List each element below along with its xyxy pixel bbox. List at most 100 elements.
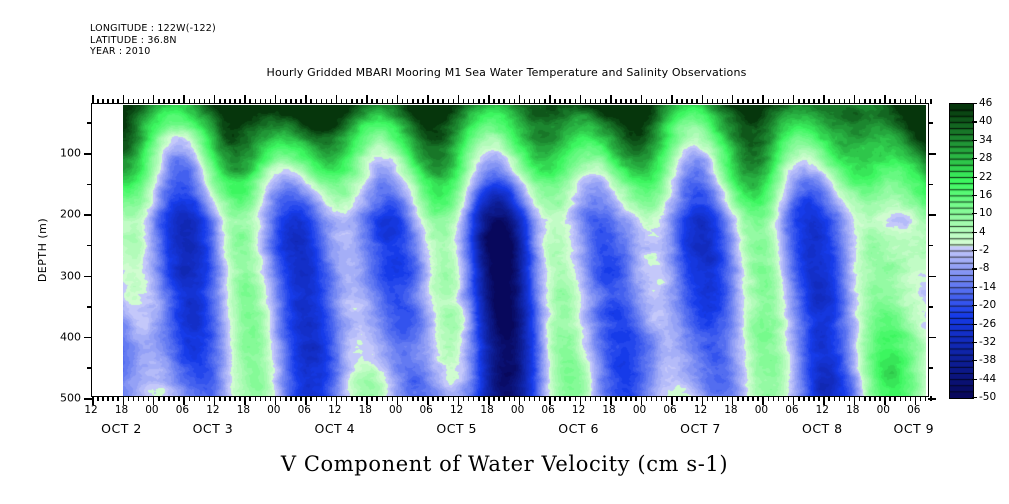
x-axis-minor-tick — [930, 99, 932, 104]
x-axis-minor-tick — [767, 396, 769, 401]
colorbar-tick — [972, 397, 977, 399]
x-axis-major-tick — [396, 95, 399, 104]
x-axis-minor-tick — [406, 396, 409, 401]
x-axis-minor-tick — [777, 396, 780, 401]
x-axis-minor-tick — [376, 396, 378, 401]
x-axis-minor-tick — [538, 99, 541, 104]
page-title: Hourly Gridded MBARI Mooring M1 Sea Wate… — [0, 66, 1009, 79]
x-axis-minor-tick — [574, 99, 576, 104]
x-axis-hour-label: 00 — [632, 404, 647, 416]
y-axis-minor-tick — [928, 244, 933, 247]
x-axis-minor-tick — [142, 396, 145, 401]
x-axis-minor-tick — [168, 396, 170, 401]
x-axis-minor-tick — [584, 396, 587, 401]
x-axis-minor-tick — [259, 99, 262, 104]
x-axis-minor-tick — [909, 396, 912, 401]
x-axis-minor-tick — [178, 99, 180, 104]
x-axis-major-tick — [183, 95, 185, 104]
x-axis-minor-tick — [787, 99, 790, 104]
colorbar-tick — [972, 286, 977, 288]
x-axis-hour-label: 12 — [571, 404, 586, 416]
x-axis-minor-tick — [503, 396, 505, 401]
x-axis-hour-label: 06 — [297, 404, 311, 416]
x-axis-minor-tick — [681, 396, 683, 401]
x-axis-minor-tick — [569, 99, 571, 104]
x-axis-minor-tick — [493, 99, 495, 104]
x-axis-day-label: OCT 2 — [101, 421, 142, 436]
x-axis-major-tick — [762, 396, 764, 405]
x-axis-minor-tick — [452, 99, 455, 104]
y-axis-minor-tick — [928, 367, 933, 369]
x-axis-minor-tick — [721, 99, 724, 104]
x-axis-minor-tick — [462, 99, 465, 104]
x-axis-minor-tick — [142, 99, 145, 104]
x-axis-major-tick — [152, 396, 155, 405]
x-axis-minor-tick — [599, 396, 602, 401]
x-axis-major-tick — [549, 396, 551, 405]
colorbar-tick-label: 40 — [979, 115, 993, 128]
x-axis-minor-tick — [655, 99, 658, 104]
colorbar-tick — [972, 231, 977, 233]
colorbar-tick-label: -2 — [979, 244, 990, 256]
x-axis-minor-tick — [803, 396, 805, 401]
x-axis-major-tick — [244, 396, 246, 405]
x-axis-minor-tick — [747, 99, 749, 104]
x-axis-minor-tick — [665, 396, 668, 401]
x-axis-minor-tick — [178, 396, 180, 401]
x-axis-minor-tick — [432, 396, 434, 401]
x-axis-minor-tick — [279, 99, 282, 104]
x-axis-minor-tick — [493, 396, 495, 401]
x-axis-hour-label: 12 — [815, 404, 829, 416]
x-axis-minor-tick — [559, 396, 561, 401]
longitude-label: LONGITUDE : 122W(-122) — [90, 23, 216, 34]
x-axis-minor-tick — [315, 99, 317, 104]
x-axis-minor-tick — [589, 99, 592, 104]
x-axis-major-tick — [152, 95, 155, 104]
x-axis-minor-tick — [564, 396, 566, 401]
y-axis-minor-tick — [87, 122, 92, 124]
x-axis-minor-tick — [229, 99, 231, 104]
page-title-text: Hourly Gridded MBARI Mooring M1 Sea Wate… — [266, 66, 747, 79]
colorbar-tick-label: -44 — [979, 372, 997, 385]
x-axis-minor-tick — [696, 99, 698, 104]
x-axis-minor-tick — [483, 396, 485, 401]
x-axis-major-tick — [122, 396, 124, 405]
x-axis-minor-tick — [874, 99, 876, 104]
x-axis-major-tick — [244, 95, 246, 104]
x-axis-minor-tick — [447, 99, 449, 104]
x-axis-major-tick — [518, 95, 521, 104]
x-axis-minor-tick — [401, 99, 404, 104]
x-axis-hour-label: 12 — [84, 404, 98, 416]
x-axis-minor-tick — [371, 396, 373, 401]
x-axis-hour-label: 18 — [114, 404, 129, 416]
x-axis-minor-tick — [193, 396, 196, 401]
x-axis-minor-tick — [188, 99, 190, 104]
x-axis-major-tick — [274, 95, 277, 104]
x-axis-minor-tick — [137, 396, 140, 401]
x-axis-minor-tick — [112, 396, 114, 401]
x-axis-minor-tick — [234, 396, 236, 401]
y-axis-minor-tick — [928, 183, 933, 186]
x-axis-minor-tick — [224, 396, 226, 401]
x-axis-minor-tick — [269, 99, 272, 104]
x-axis-minor-tick — [412, 396, 414, 401]
colorbar-gradient — [949, 103, 974, 399]
x-axis-minor-tick — [168, 99, 170, 104]
x-axis-minor-tick — [538, 396, 541, 401]
x-axis-minor-tick — [716, 396, 719, 401]
y-axis-major-tick — [84, 214, 92, 216]
x-axis-major-tick — [579, 396, 582, 405]
x-axis-major-tick — [701, 396, 703, 405]
x-axis-minor-tick — [107, 99, 109, 104]
colorbar-tick-label: -32 — [979, 335, 997, 348]
x-axis-minor-tick — [818, 396, 820, 401]
x-axis-minor-tick — [665, 99, 668, 104]
colorbar-tick-label: -14 — [979, 280, 997, 293]
x-axis-major-tick — [488, 95, 490, 104]
x-axis-major-tick — [92, 396, 94, 405]
x-axis-minor-tick — [117, 396, 119, 401]
x-axis-minor-tick — [554, 396, 556, 401]
x-axis-minor-tick — [401, 396, 404, 401]
x-axis-minor-tick — [498, 396, 500, 401]
x-axis-minor-tick — [290, 99, 292, 104]
